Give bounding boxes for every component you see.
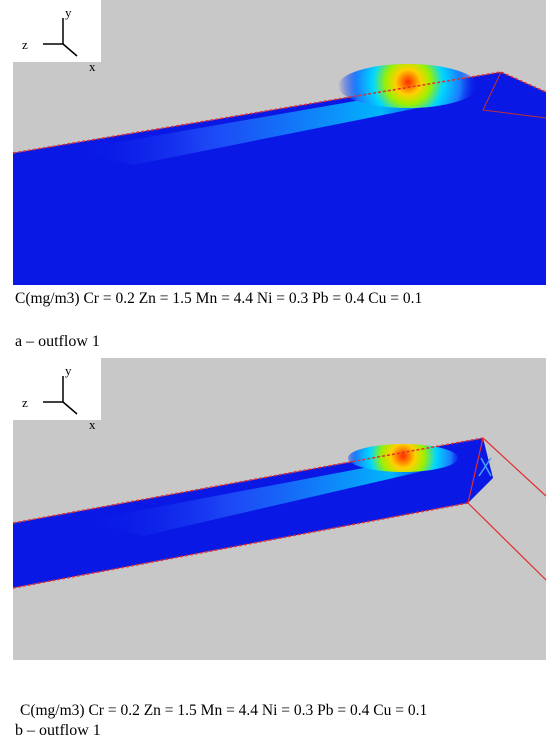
simulation-panel-b: y z x bbox=[13, 358, 546, 660]
concentration-formula-a: C(mg/m3) Cr = 0.2 Zn = 1.5 Mn = 4.4 Ni =… bbox=[15, 290, 423, 307]
axis-label-x: x bbox=[89, 59, 96, 74]
axis-triad-b: y z x bbox=[13, 358, 101, 431]
simulation-panel-a: y z x bbox=[13, 0, 546, 285]
plume-hotspot-b bbox=[348, 444, 458, 472]
plume-band-a bbox=[73, 84, 458, 165]
plume-band-b bbox=[83, 453, 445, 536]
axis-label-z: z bbox=[22, 37, 28, 52]
panel-label-a: a – outflow 1 bbox=[15, 333, 100, 350]
axis-triad-a: y z x bbox=[13, 0, 101, 73]
channel-bend-a bbox=[482, 71, 546, 119]
concentration-field-a bbox=[13, 64, 546, 285]
plume-hotspot-a bbox=[338, 64, 478, 108]
channel-edge-bottom-b bbox=[13, 502, 469, 589]
bend-marker-b bbox=[478, 457, 492, 477]
flow-domain-a bbox=[13, 72, 546, 285]
concentration-formula-b: C(mg/m3) Cr = 0.2 Zn = 1.5 Mn = 4.4 Ni =… bbox=[20, 702, 428, 719]
axis-label-y: y bbox=[65, 363, 72, 378]
bend-edge-top-b bbox=[482, 437, 546, 497]
bend-edge-bottom-b bbox=[467, 502, 546, 581]
axis-label-x: x bbox=[89, 417, 96, 432]
domain-edge-a bbox=[13, 71, 546, 154]
panel-label-b: b – outflow 1 bbox=[15, 722, 101, 739]
axis-label-z: z bbox=[22, 395, 28, 410]
concentration-field-b bbox=[13, 437, 546, 589]
bend-edge-left-b bbox=[467, 437, 484, 504]
axis-label-y: y bbox=[65, 5, 72, 20]
